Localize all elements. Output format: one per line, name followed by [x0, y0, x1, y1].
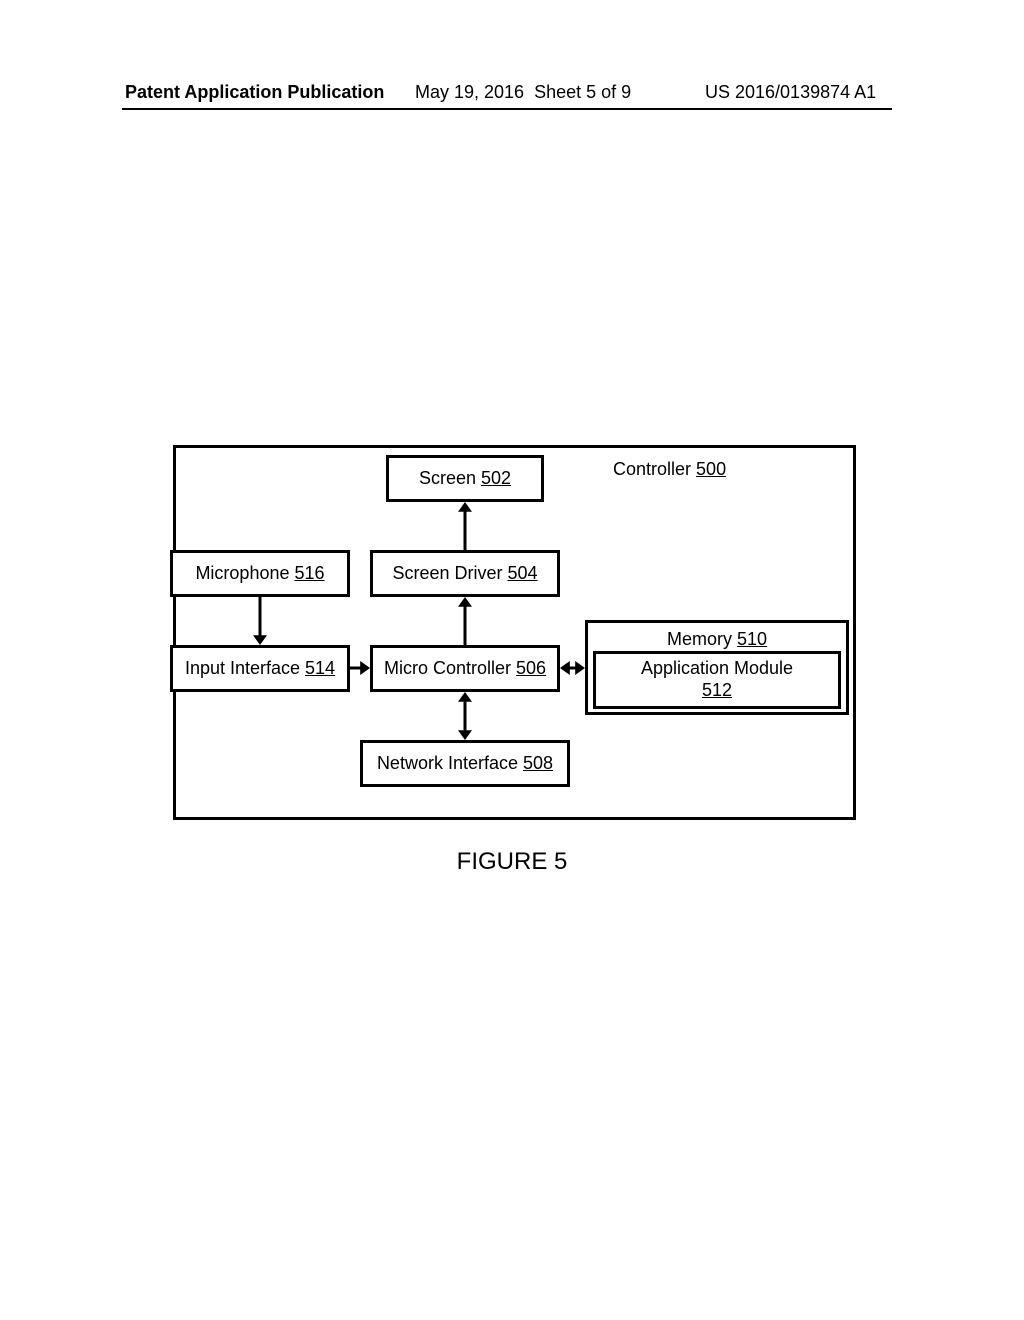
app-module-text: Application Module — [596, 658, 838, 680]
block-application-module: Application Module 512 — [593, 651, 841, 709]
memory-label-text: Memory — [667, 629, 732, 649]
header-date: May 19, 2016 — [415, 82, 524, 102]
block-screen: Screen 502 — [386, 455, 544, 502]
header-date-sheet: May 19, 2016 Sheet 5 of 9 — [415, 82, 631, 103]
block-network-interface: Network Interface 508 — [360, 740, 570, 787]
header-docnum: US 2016/0139874 A1 — [705, 82, 876, 103]
header-rule — [122, 108, 892, 110]
memory-label-num: 510 — [737, 629, 767, 649]
controller-label: Controller 500 — [613, 459, 726, 480]
header-sheet: Sheet 5 of 9 — [534, 82, 631, 102]
block-screen-driver: Screen Driver 504 — [370, 550, 560, 597]
page: Patent Application Publication May 19, 2… — [0, 0, 1024, 1320]
app-module-num: 512 — [596, 680, 838, 702]
block-micro-controller: Micro Controller 506 — [370, 645, 560, 692]
controller-label-text: Controller — [613, 459, 691, 479]
controller-label-num: 500 — [696, 459, 726, 479]
figure-caption: FIGURE 5 — [0, 848, 1024, 876]
diagram: Controller 500 Screen 502 Screen Driver … — [173, 445, 856, 820]
block-microphone: Microphone 516 — [170, 550, 350, 597]
block-input-interface: Input Interface 514 — [170, 645, 350, 692]
memory-label: Memory 510 — [588, 629, 846, 650]
header-publication: Patent Application Publication — [125, 82, 384, 103]
